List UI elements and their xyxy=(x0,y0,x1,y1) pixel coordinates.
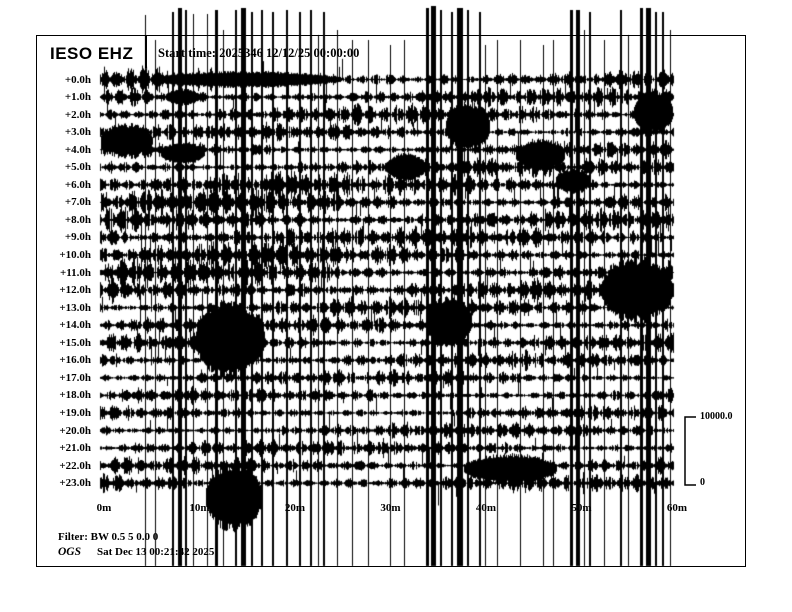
hour-label: +13.0h xyxy=(59,301,91,314)
amplitude-scalebar xyxy=(684,416,696,486)
hour-label: +9.0h xyxy=(64,231,91,244)
hour-label: +4.0h xyxy=(64,143,91,156)
hour-label: +3.0h xyxy=(64,126,91,139)
hour-label: +8.0h xyxy=(64,213,91,226)
hour-label: +12.0h xyxy=(59,284,91,297)
org-label: OGS xyxy=(58,546,82,558)
minute-label: 30m xyxy=(380,502,401,514)
hour-label: +5.0h xyxy=(64,161,91,174)
scalebar-min-label: 0 xyxy=(700,477,705,488)
hour-label: +21.0h xyxy=(59,442,91,455)
minute-label: 60m xyxy=(666,502,688,514)
hour-label: +6.0h xyxy=(64,178,91,191)
minute-label: 20m xyxy=(284,502,306,514)
scalebar-max-label: 10000.0 xyxy=(700,411,733,422)
hour-label: +16.0h xyxy=(59,354,91,367)
hour-label: +15.0h xyxy=(59,336,91,349)
hour-label: +23.0h xyxy=(59,477,91,490)
hour-label: +20.0h xyxy=(59,424,91,437)
minute-label: 50m xyxy=(571,502,592,514)
minute-label: 10m xyxy=(189,502,210,514)
render-timestamp-label: Sat Dec 13 00:21:42 2025 xyxy=(97,546,215,558)
hour-label: +18.0h xyxy=(59,389,91,402)
minute-label: 0m xyxy=(96,502,112,514)
hour-label: +17.0h xyxy=(59,371,91,384)
hour-label: +14.0h xyxy=(59,319,91,332)
hour-label: +0.0h xyxy=(64,73,91,86)
hour-label: +19.0h xyxy=(59,406,91,419)
filter-info-label: Filter: BW 0.5 5 0.0 0 xyxy=(58,531,159,543)
hour-label: +22.0h xyxy=(59,459,91,472)
hour-label: +10.0h xyxy=(59,249,91,261)
hour-label: +2.0h xyxy=(64,108,91,121)
hour-label: +11.0h xyxy=(59,266,91,279)
hour-label: +7.0h xyxy=(64,196,91,209)
hour-label: +1.0h xyxy=(64,91,91,104)
minute-label: 40m xyxy=(475,502,497,514)
